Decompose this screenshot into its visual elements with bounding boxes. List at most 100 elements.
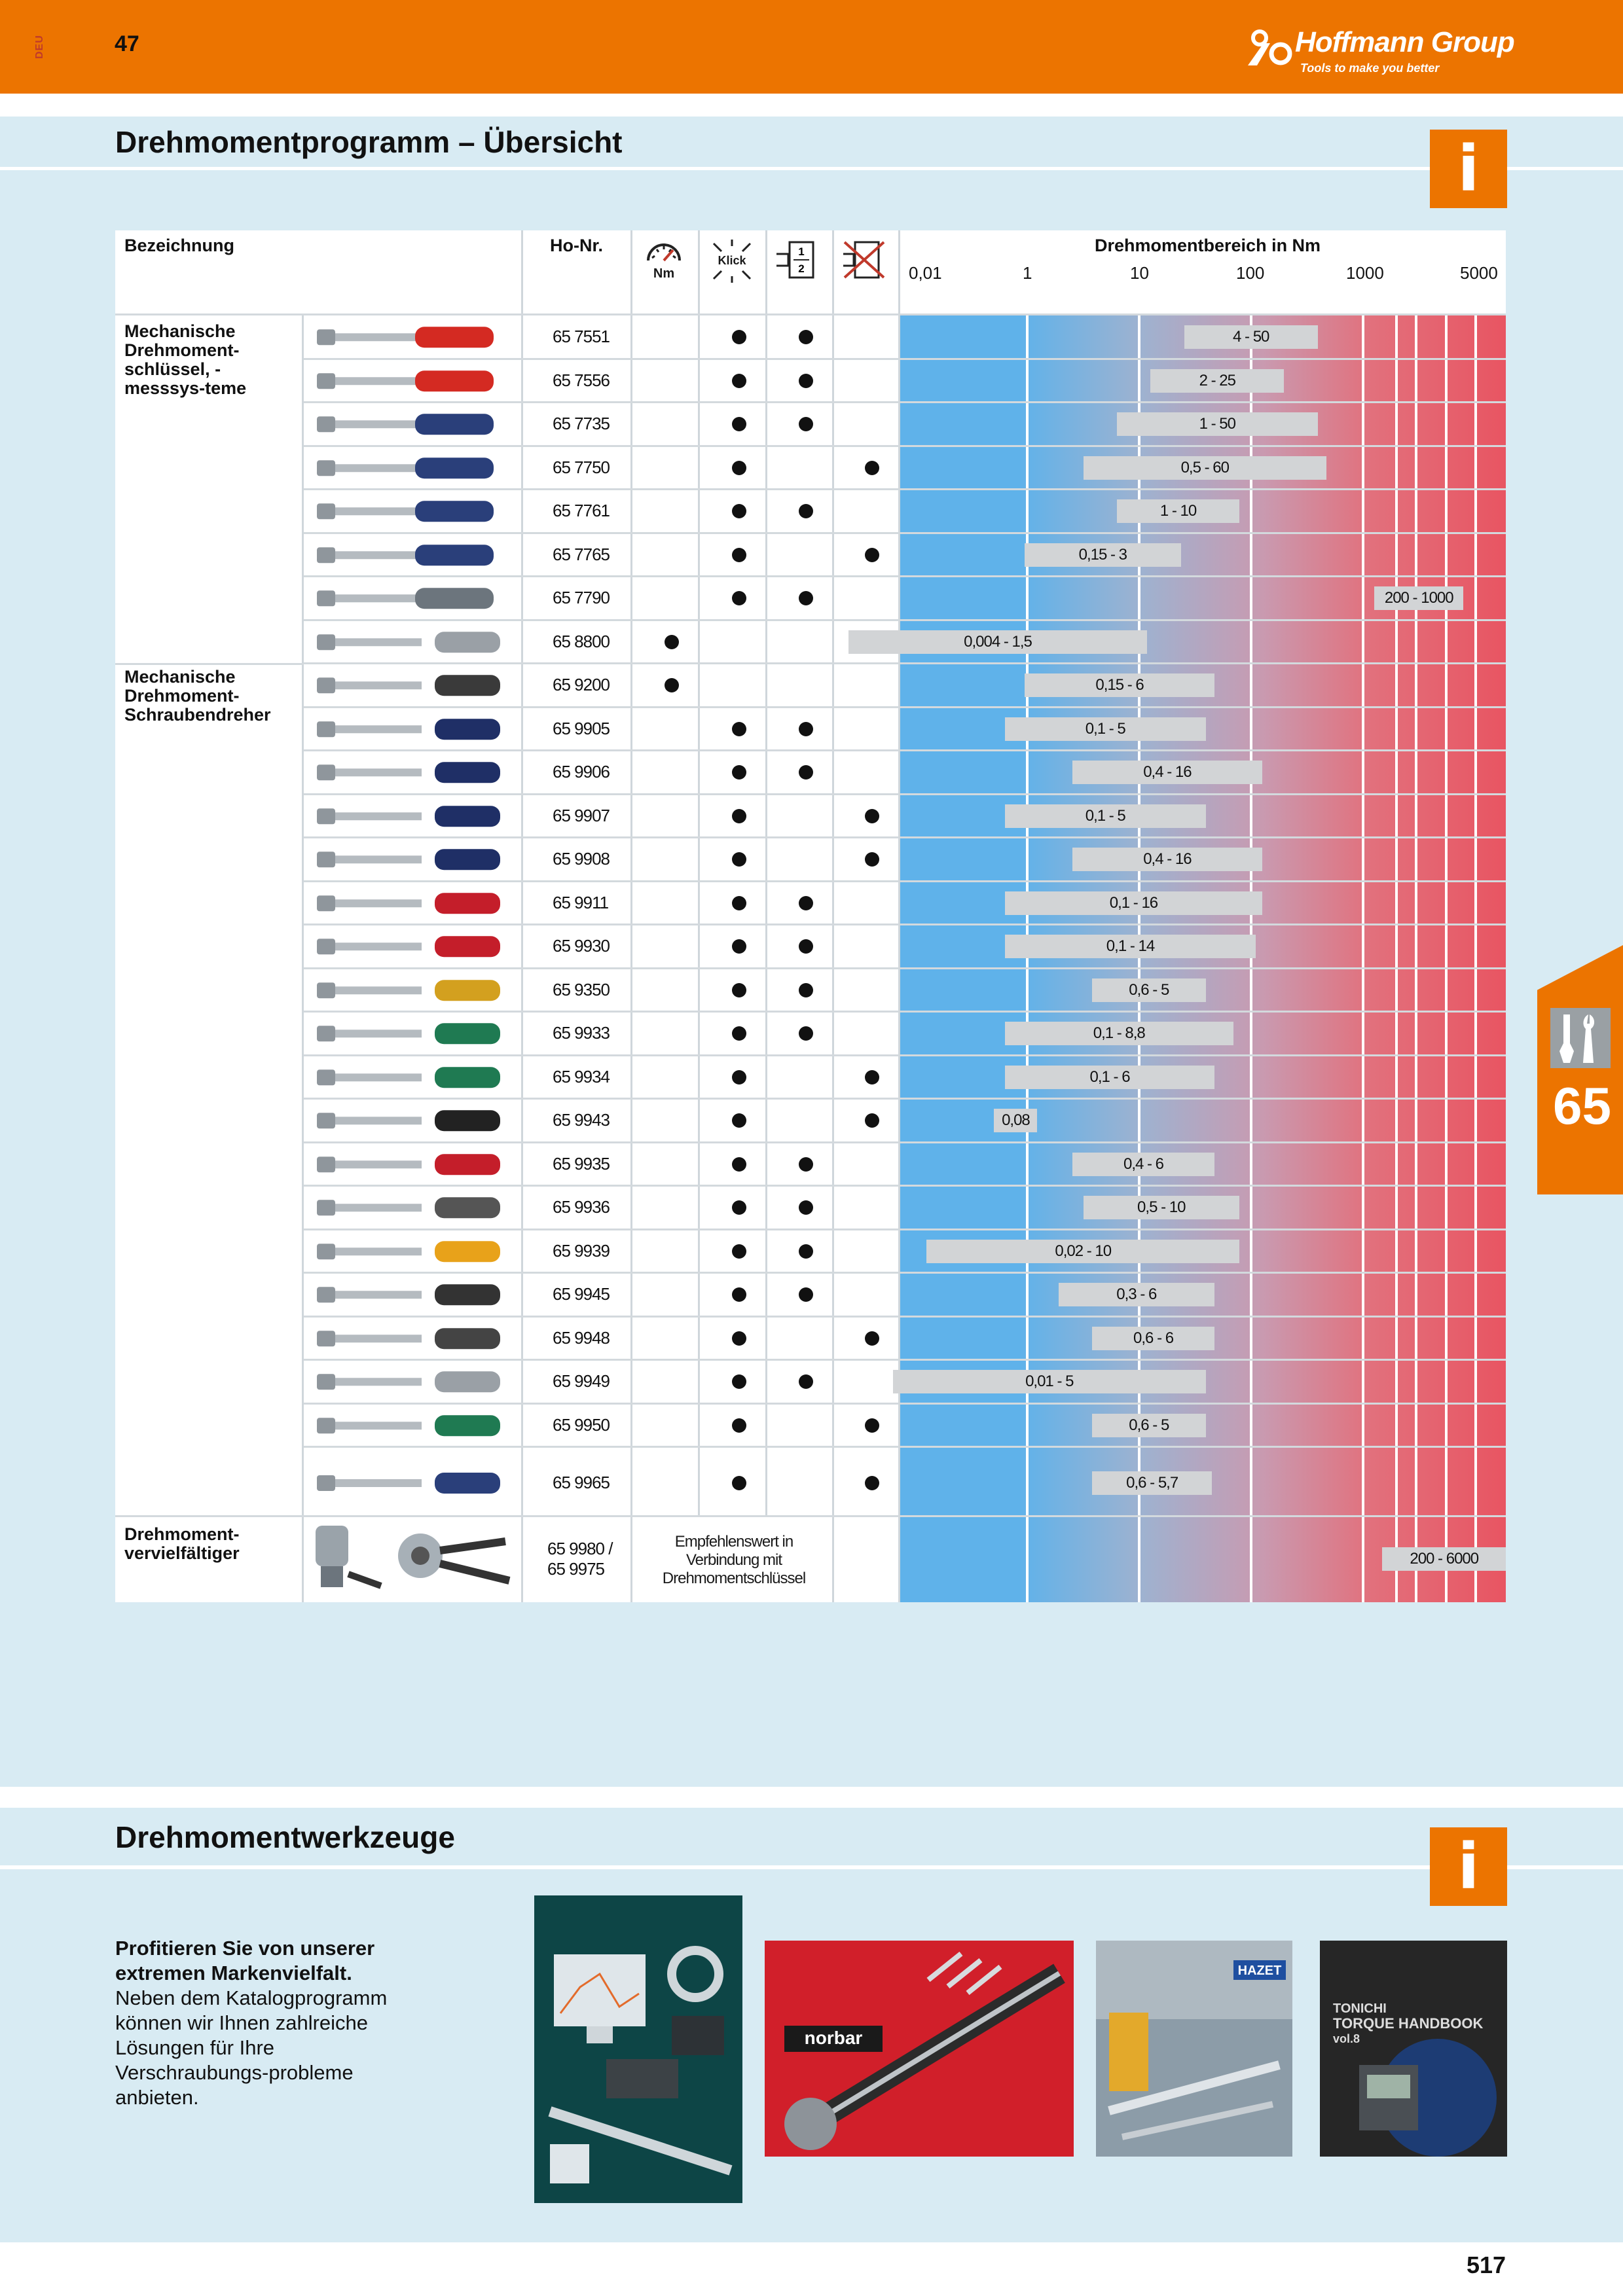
feature-dot <box>799 721 813 736</box>
range-header-title: Drehmomentbereich in Nm <box>1095 236 1321 255</box>
chapter-number: 65 <box>1553 1077 1611 1135</box>
header-divider <box>115 314 1506 315</box>
feature-dot <box>732 1113 746 1128</box>
page-reference: 47 <box>115 31 139 56</box>
row-divider <box>304 575 1506 577</box>
row-divider <box>304 1098 1506 1100</box>
feature-dot <box>732 982 746 997</box>
range-bar: 0,4 - 16 <box>1072 848 1262 872</box>
feature-dot <box>732 460 746 475</box>
grid-3000 <box>1415 315 1417 1602</box>
tool-image <box>310 581 513 617</box>
fraction-scale-icon: 1 2 <box>776 241 814 279</box>
feature-dot <box>732 1200 746 1215</box>
tool-illustration <box>317 1110 500 1132</box>
feature-dot <box>799 982 813 997</box>
tool-image <box>310 1451 513 1515</box>
hazet-image[interactable]: HAZET <box>1096 1941 1292 2157</box>
category-torque-multiplier: Drehmoment-vervielfältiger <box>124 1524 240 1563</box>
hono-cell: 65 9934 <box>553 1066 610 1086</box>
tool-image <box>310 755 513 791</box>
tool-image <box>310 1408 513 1444</box>
grid-2000 <box>1395 315 1398 1602</box>
tool-image <box>310 842 513 878</box>
feature-dot <box>799 504 813 519</box>
hono-cell: 65 7551 <box>553 327 610 347</box>
col-divider <box>302 315 304 1602</box>
tool-illustration <box>317 1197 500 1219</box>
row-divider <box>304 924 1506 925</box>
tool-illustration <box>317 501 494 522</box>
software-promo-image[interactable] <box>534 1895 742 2203</box>
tool-illustration <box>317 414 494 435</box>
col-divider <box>698 230 700 1517</box>
feature-dot <box>732 1374 746 1390</box>
row-divider <box>304 1315 1506 1318</box>
feature-dot <box>732 808 746 823</box>
tool-illustration <box>317 370 494 391</box>
brand-tagline: Tools to make you better <box>1300 62 1440 75</box>
feature-dot <box>732 330 746 345</box>
feature-dot <box>732 1331 746 1346</box>
range-bar: 0,1 - 5 <box>1005 717 1206 741</box>
feature-dot <box>799 417 813 432</box>
row-divider <box>304 1185 1506 1187</box>
handbook-vol-text: vol.8 <box>1333 2032 1360 2045</box>
no-adjust-header <box>841 240 890 285</box>
section2-title-band <box>0 1808 1623 1867</box>
grid-1 <box>1026 315 1029 1602</box>
category-divider <box>115 663 304 665</box>
tool-illustration <box>317 675 500 696</box>
feature-dot <box>799 1026 813 1041</box>
klick-label: Klick <box>718 254 746 267</box>
hono-cell: 65 9930 <box>553 936 610 956</box>
row-divider <box>115 1515 1506 1517</box>
tool-illustration <box>317 1066 500 1088</box>
norbar-image[interactable]: norbar <box>765 1941 1074 2157</box>
category-torque-screwdriver: Mechanische Drehmoment-Schraubendreher <box>124 667 271 725</box>
feature-dot <box>865 1113 879 1128</box>
tool-image <box>310 798 513 834</box>
col-divider <box>898 230 900 1602</box>
svg-text:2: 2 <box>798 262 804 275</box>
tonnichi-handbook-image[interactable]: TONICHI TORQUE HANDBOOK vol.8 <box>1320 1941 1507 2157</box>
tool-image <box>310 493 513 529</box>
brand-logo[interactable]: Hoffmann Group Tools to make you better <box>1244 20 1519 82</box>
wrench-screwdriver-icon <box>1559 1014 1595 1063</box>
info-icon-2[interactable]: i <box>1430 1827 1507 1906</box>
section-gap <box>0 1788 1623 1792</box>
range-bar: 4 - 50 <box>1184 325 1318 350</box>
feature-dot <box>865 460 879 475</box>
tool-image <box>310 624 513 660</box>
tool-image <box>310 450 513 486</box>
tool-illustration <box>317 762 500 783</box>
handbook-brand-text: TONICHI <box>1333 2001 1387 2016</box>
tool-illustration <box>317 457 494 478</box>
feature-dot <box>799 765 813 780</box>
range-bar: 0,1 - 16 <box>1005 891 1262 915</box>
tools-icon <box>1550 1008 1611 1068</box>
info-icon[interactable]: i <box>1430 130 1507 208</box>
section2-title: Drehmomentwerkzeuge <box>115 1820 455 1854</box>
hono-cell: 65 7761 <box>553 501 610 521</box>
language-code: DEU <box>34 35 45 59</box>
hono-cell: 65 9350 <box>553 979 610 999</box>
range-bar: 200 - 1000 <box>1374 586 1463 611</box>
hono-cell: 65 9933 <box>553 1023 610 1043</box>
chapter-tab[interactable]: 65 <box>1537 945 1623 1194</box>
feature-dot <box>732 1069 746 1085</box>
row-divider <box>304 1011 1506 1013</box>
col-header-bezeichnung: Bezeichnung <box>124 236 235 255</box>
feature-dot <box>799 591 813 606</box>
tick-label: 5000 <box>1460 263 1498 283</box>
row-divider <box>304 1402 1506 1405</box>
range-bar: 0,5 - 10 <box>1083 1196 1239 1220</box>
feature-dot <box>732 1157 746 1172</box>
section2-divider <box>0 1865 1623 1869</box>
hono-cell: 65 7735 <box>553 414 610 434</box>
row-divider <box>304 793 1506 795</box>
range-bar: 0,004 - 1,5 <box>848 630 1148 654</box>
tool-illustration <box>317 1153 500 1175</box>
feature-dot <box>799 1374 813 1390</box>
table-body: 65 7551 4 - 50 65 7556 2 - 25 65 7735 1 - 50 6… <box>115 315 1506 1602</box>
